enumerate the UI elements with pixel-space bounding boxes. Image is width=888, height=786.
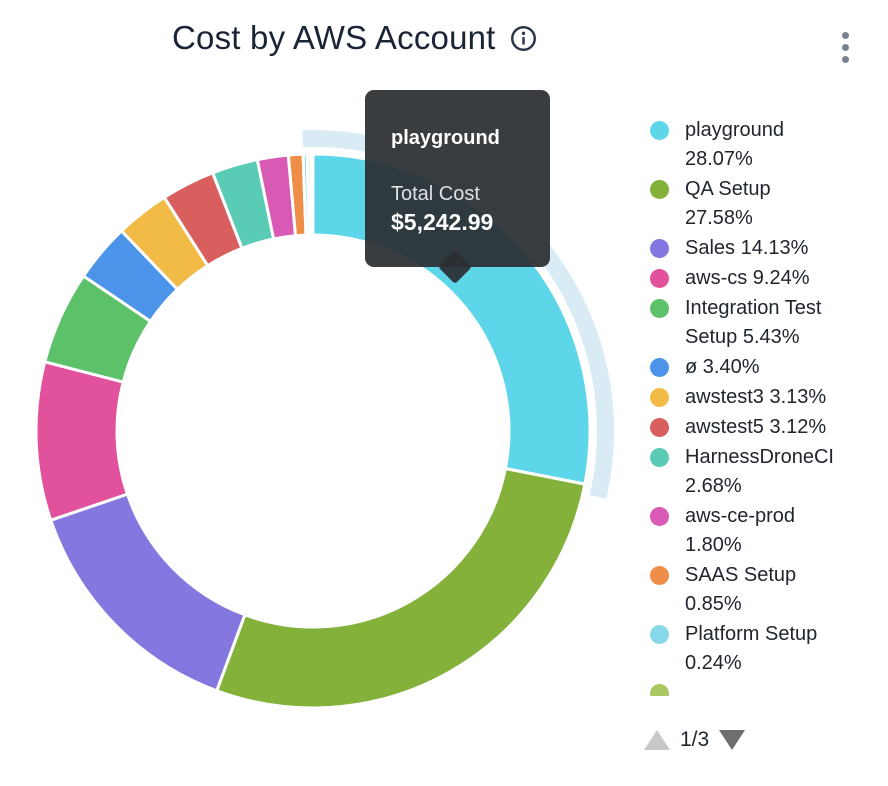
donut-slice-aws-cs[interactable] — [34, 359, 130, 523]
donut-slice-qa-setup[interactable] — [214, 466, 587, 710]
legend-item[interactable]: HarnessDroneCI 2.68% — [650, 443, 888, 501]
donut-slice-sales[interactable] — [48, 492, 247, 693]
legend-item[interactable]: aws-ce-prod 1.80% — [650, 502, 888, 560]
legend-page-indicator: 1/3 — [680, 728, 710, 751]
legend-label: HarnessDroneCI 2.68% — [685, 446, 834, 497]
legend-dot-icon — [650, 448, 669, 467]
legend-item[interactable]: SAAS Setup 0.85% — [650, 561, 888, 619]
legend-page-up-icon[interactable] — [644, 730, 670, 750]
legend-pagination: 1/3 — [644, 726, 746, 754]
legend-label: SAAS Setup 0.85% — [685, 564, 797, 615]
legend-item-partial[interactable] — [650, 679, 888, 696]
chart-tooltip: playground Total Cost $5,242.99 — [365, 90, 550, 284]
legend-item[interactable]: ø 3.40% — [650, 353, 888, 382]
chart-header: Cost by AWS Account — [172, 18, 537, 58]
legend-item[interactable]: Sales 14.13% — [650, 234, 888, 263]
chart-title: Cost by AWS Account — [172, 19, 496, 56]
legend-label: Sales 14.13% — [685, 237, 809, 259]
legend-label: ø 3.40% — [685, 356, 760, 378]
legend-label: awstest5 3.12% — [685, 416, 827, 438]
legend-label: awstest3 3.13% — [685, 386, 827, 408]
tooltip-series-name: playground — [391, 127, 500, 149]
chart-legend: playground 28.07% QA Setup 27.58% Sales 14… — [650, 116, 888, 696]
legend-item[interactable]: awstest3 3.13% — [650, 383, 888, 412]
legend-dot-icon — [650, 299, 669, 318]
legend-label: playground 28.07% — [685, 119, 784, 170]
tooltip-metric-value: $5,242.99 — [391, 209, 494, 235]
legend-label: Platform Setup 0.24% — [685, 623, 818, 674]
more-options-kebab-icon[interactable] — [840, 30, 851, 65]
legend-page-down-icon[interactable] — [719, 730, 746, 750]
legend-dot-icon — [650, 507, 669, 526]
legend-dot-icon — [650, 625, 669, 644]
legend-item[interactable]: playground 28.07% — [650, 116, 888, 174]
legend-dot-icon — [650, 269, 669, 288]
legend-label: aws-cs 9.24% — [685, 267, 810, 289]
legend-item[interactable]: awstest5 3.12% — [650, 413, 888, 442]
legend-dot-icon — [650, 684, 669, 696]
legend-dot-icon — [650, 566, 669, 585]
legend-dot-icon — [650, 239, 669, 258]
legend-dot-icon — [650, 418, 669, 437]
tooltip-metric-label: Total Cost — [391, 183, 480, 205]
legend-dot-icon — [650, 121, 669, 140]
legend-item[interactable]: Platform Setup 0.24% — [650, 620, 888, 678]
legend-label: QA Setup 27.58% — [685, 178, 771, 229]
legend-dot-icon — [650, 180, 669, 199]
legend-item[interactable]: Integration Test Setup 5.43% — [650, 294, 888, 352]
info-icon[interactable] — [510, 25, 537, 52]
legend-item[interactable]: QA Setup 27.58% — [650, 175, 888, 233]
legend-label: aws-ce-prod 1.80% — [685, 505, 796, 556]
legend-label: Integration Test Setup 5.43% — [685, 297, 822, 348]
legend-item[interactable]: aws-cs 9.24% — [650, 264, 888, 293]
legend-dot-icon — [650, 358, 669, 377]
legend-dot-icon — [650, 388, 669, 407]
donut-slice[interactable] — [309, 152, 315, 237]
